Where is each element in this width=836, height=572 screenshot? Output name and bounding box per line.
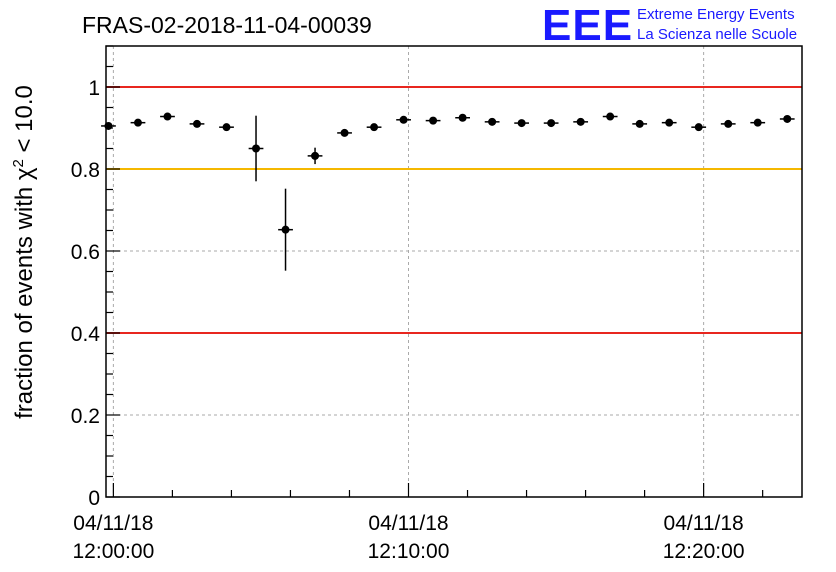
grid-lines xyxy=(106,46,802,497)
point-marker xyxy=(281,225,290,234)
point-marker xyxy=(192,119,201,128)
point-marker xyxy=(724,119,733,128)
point-marker xyxy=(576,117,585,126)
reference-lines xyxy=(106,86,802,334)
point-marker xyxy=(665,118,674,127)
y-tick-label: 0.4 xyxy=(71,323,101,346)
data-point xyxy=(337,128,352,137)
x-tick-date-label: 04/11/18 xyxy=(664,512,744,535)
point-marker xyxy=(311,151,320,160)
data-point xyxy=(691,123,707,132)
point-marker xyxy=(222,123,231,132)
point-marker xyxy=(753,118,762,127)
data-point xyxy=(750,118,766,127)
plot-frame xyxy=(105,45,803,498)
data-points xyxy=(101,112,795,271)
data-point xyxy=(720,119,736,128)
y-tick-label: 0.2 xyxy=(71,405,100,428)
y-tick-label: 1 xyxy=(88,77,100,100)
point-marker xyxy=(488,117,497,126)
data-point xyxy=(455,113,470,122)
data-point xyxy=(632,119,648,128)
data-point xyxy=(661,118,677,127)
data-point xyxy=(160,112,175,121)
data-point xyxy=(425,116,441,125)
logo-letters: EEE xyxy=(542,1,633,50)
data-point xyxy=(779,114,795,123)
x-tick-time-label: 12:00:00 xyxy=(73,540,155,563)
x-tick-time-label: 12:10:00 xyxy=(368,540,450,563)
point-marker xyxy=(340,128,349,137)
point-marker xyxy=(783,114,792,123)
data-point xyxy=(602,112,618,121)
point-marker xyxy=(163,112,172,121)
data-point xyxy=(543,119,559,128)
point-marker xyxy=(517,119,526,128)
point-marker xyxy=(694,123,703,132)
data-point xyxy=(366,123,382,132)
point-marker xyxy=(547,119,556,128)
data-point xyxy=(130,118,146,127)
data-point xyxy=(189,119,205,128)
point-marker xyxy=(606,112,615,121)
y-tick-label: 0.6 xyxy=(71,241,100,264)
x-tick-time-label: 12:20:00 xyxy=(663,540,745,563)
logo-line-1: Extreme Energy Events xyxy=(637,6,795,23)
point-marker xyxy=(399,115,408,124)
y-axis-label-chi: χ xyxy=(11,167,38,180)
eee-logo: EEE Extreme Energy Events La Scienza nel… xyxy=(542,1,797,50)
data-point xyxy=(248,115,264,182)
y-axis-ticks: 0 0.2 0.4 0.6 0.8 1 xyxy=(71,45,120,510)
y-tick-label: 0 xyxy=(88,487,100,510)
chart-title: FRAS-02-2018-11-04-00039 xyxy=(82,12,372,38)
data-point xyxy=(307,147,323,165)
point-marker xyxy=(429,116,438,125)
point-marker xyxy=(133,118,142,127)
data-point xyxy=(484,117,500,126)
y-axis-label-suffix: < 10.0 xyxy=(11,85,38,159)
data-point xyxy=(514,119,530,128)
data-point xyxy=(396,115,411,124)
y-axis-label: fraction of events with χ2 < 10.0 xyxy=(10,85,38,419)
x-tick-date-label: 04/11/18 xyxy=(73,512,153,535)
x-axis-ticks: 04/11/18 12:00:00 04/11/18 12:10:00 04/11/18… xyxy=(73,483,764,563)
point-marker xyxy=(370,123,379,132)
x-tick-date-label: 04/11/18 xyxy=(368,512,448,535)
point-marker xyxy=(635,119,644,128)
data-point xyxy=(219,123,234,132)
data-point xyxy=(101,121,116,130)
data-point xyxy=(278,188,293,271)
point-marker xyxy=(458,113,467,122)
data-point xyxy=(573,117,589,126)
logo-line-2: La Scienza nelle Scuole xyxy=(637,26,797,43)
y-tick-label: 0.8 xyxy=(71,159,100,182)
point-marker xyxy=(252,144,261,153)
y-axis-label-prefix: fraction of events with xyxy=(11,180,38,419)
y-axis-label-superscript: 2 xyxy=(10,159,27,167)
